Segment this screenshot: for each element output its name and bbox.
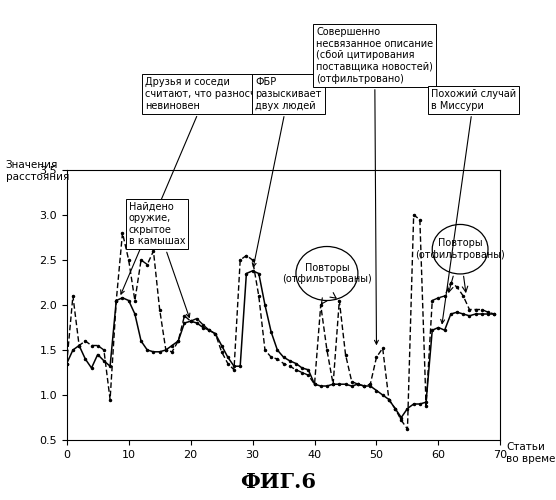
- Text: ФБР
разыскивает
двух людей: ФБР разыскивает двух людей: [252, 78, 322, 267]
- Ellipse shape: [432, 224, 488, 274]
- Text: Друзья и соседи
считают, что разносчик
невиновен: Друзья и соседи считают, что разносчик н…: [121, 78, 268, 294]
- Ellipse shape: [296, 246, 358, 300]
- Text: Похожий случай
в Миссури: Похожий случай в Миссури: [431, 89, 516, 324]
- Text: Найдено
оружие,
скрытое
в камышах: Найдено оружие, скрытое в камышах: [128, 202, 190, 318]
- Text: Повторы
(отфильтрованы): Повторы (отфильтрованы): [282, 262, 372, 284]
- Text: Статьи
во времени: Статьи во времени: [506, 442, 556, 464]
- Text: Значения
расстояния: Значения расстояния: [6, 160, 69, 182]
- Text: ФИГ.6: ФИГ.6: [240, 472, 316, 492]
- Text: Повторы
(отфильтрованы): Повторы (отфильтрованы): [415, 238, 505, 260]
- Text: Совершенно
несвязанное описание
(сбой цитирования
поставщика новостей)
(отфильтр: Совершенно несвязанное описание (сбой ци…: [316, 27, 433, 344]
